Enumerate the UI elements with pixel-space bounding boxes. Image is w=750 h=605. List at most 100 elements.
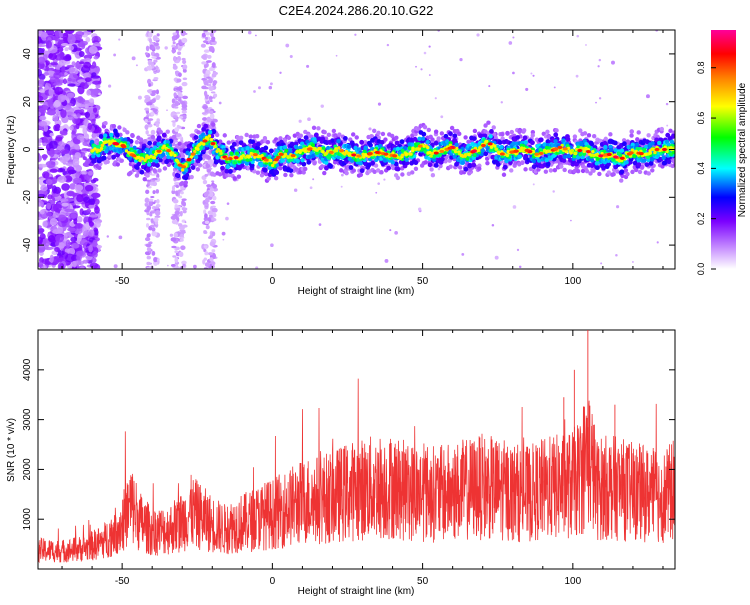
heatmap-ridge-cell — [595, 165, 600, 171]
heatmap-noise-blob — [57, 262, 63, 269]
heatmap-ridge-cell — [603, 144, 608, 150]
heatmap-speck — [570, 219, 572, 222]
heatmap-speck — [384, 258, 389, 263]
heatmap-ridge-cell — [641, 158, 647, 163]
heatmap-ridge-cell — [619, 178, 624, 183]
heatmap-ridge-cell — [222, 133, 227, 138]
heatmap-speck — [575, 74, 579, 78]
heatmap-stripe-blob — [172, 255, 177, 258]
heatmap-stripe-blob — [144, 197, 150, 204]
heatmap-ridge-cell — [467, 163, 473, 169]
heatmap-stripe-blob — [173, 106, 179, 109]
heatmap-stripe-blob — [201, 32, 207, 38]
heatmap-noise-blob — [82, 259, 89, 264]
heatmap-ridge-cell — [594, 161, 600, 166]
heatmap-stripe-blob — [148, 241, 153, 245]
heatmap-ridge-cell — [400, 172, 405, 177]
heatmap-ridge-cell — [471, 136, 477, 142]
heatmap-stripe-blob — [156, 199, 160, 204]
heatmap-ridge-cell — [195, 167, 201, 172]
heatmap-noise-blob — [87, 170, 93, 176]
heatmap-noise-blob — [65, 239, 71, 249]
heatmap-ridge-cell — [644, 162, 650, 167]
heatmap-stripe-blob — [146, 65, 153, 71]
heatmap-noise-blob — [84, 77, 92, 83]
heatmap-stripe-blob — [204, 251, 209, 256]
heatmap-stripe-blob — [179, 236, 185, 239]
heatmap-noise-blob — [49, 254, 54, 263]
heatmap-ridge-cell — [454, 142, 459, 148]
heatmap-noise-blob — [38, 225, 42, 229]
heatmap-stripe-blob — [150, 129, 156, 136]
heatmap-ridge-cell — [300, 157, 305, 163]
heatmap-noise-blob — [73, 217, 78, 225]
heatmap-speck — [598, 58, 602, 62]
heatmap-speck — [553, 86, 556, 89]
heatmap-stripe-blob — [175, 133, 181, 137]
heatmap-ridge-cell — [509, 168, 514, 173]
heatmap-noise-blob — [38, 95, 44, 102]
heatmap-stripe-blob — [179, 238, 184, 242]
heatmap-stripe-blob — [180, 230, 186, 234]
heatmap-ridge-cell — [538, 137, 544, 143]
heatmap-speck — [525, 87, 529, 91]
heatmap-speck — [615, 254, 618, 257]
heatmap-ridge-cell — [395, 175, 401, 181]
heatmap-ridge-cell — [312, 137, 317, 142]
heatmap-stripe-blob — [181, 101, 186, 106]
heatmap-ridge-cell — [265, 139, 271, 145]
heatmap-ridge-cell — [111, 123, 117, 129]
heatmap-ridge-cell — [97, 165, 102, 171]
heatmap-speck — [118, 38, 121, 41]
heatmap-speck — [375, 191, 378, 194]
heatmap-ridge-cell — [636, 130, 641, 135]
heatmap-stripe-blob — [211, 217, 215, 221]
heatmap-noise-blob — [38, 78, 45, 88]
heatmap-stripe-blob — [205, 94, 209, 100]
heatmap-ridge-cell — [346, 144, 351, 149]
heatmap-noise-blob — [88, 229, 95, 237]
heatmap-noise-blob — [48, 52, 58, 61]
heatmap-stripe-blob — [180, 191, 184, 195]
heatmap-speck — [459, 58, 463, 62]
heatmap-ridge-cell — [612, 140, 618, 146]
heatmap-stripe-blob — [145, 179, 152, 182]
heatmap-noise-blob — [47, 235, 56, 243]
heatmap-noise-blob — [44, 246, 54, 251]
heatmap-stripe-blob — [172, 41, 176, 45]
heatmap-speck — [113, 264, 118, 269]
heatmap-noise-blob — [57, 214, 67, 222]
heatmap-stripe-blob — [154, 42, 159, 46]
heatmap-ridge-cell — [342, 135, 348, 141]
heatmap-noise-blob — [79, 137, 85, 143]
heatmap-ridge-cell — [530, 133, 535, 138]
heatmap-stripe-blob — [182, 77, 188, 81]
heatmap-ridge-cell — [306, 159, 312, 165]
heatmap-stripe-blob — [201, 85, 207, 90]
heatmap-noise-blob — [76, 215, 83, 223]
heatmap-ridge-cell — [545, 129, 550, 134]
heatmap-ridge-cell — [433, 140, 439, 146]
heatmap-stripe-blob — [144, 107, 150, 111]
heatmap-stripe-blob — [202, 117, 208, 121]
heatmap-stripe-blob — [177, 72, 182, 77]
heatmap-ridge-cell — [420, 136, 426, 141]
heatmap-noise-blob — [38, 230, 44, 235]
heatmap-ridge-cell — [523, 167, 528, 172]
heatmap-stripe-blob — [153, 217, 159, 222]
heatmap-ridge-cell — [235, 151, 240, 156]
heatmap-noise-blob — [92, 107, 98, 113]
heatmap-noise-blob — [45, 212, 52, 217]
heatmap-stripe-blob — [156, 33, 160, 37]
heatmap-speck — [368, 127, 372, 131]
heatmap-ridge-cell — [646, 133, 651, 138]
heatmap-ridge-cell — [197, 163, 203, 168]
heatmap-stripe-blob — [177, 96, 182, 100]
heatmap-ridge-cell — [288, 168, 294, 174]
heatmap-ridge-cell — [283, 152, 288, 156]
heatmap-speck — [434, 97, 437, 100]
heatmap-stripe-blob — [208, 86, 214, 91]
heatmap-noise-blob — [79, 266, 85, 269]
heatmap-speck — [508, 41, 513, 45]
heatmap-ridge-cell — [231, 141, 237, 147]
